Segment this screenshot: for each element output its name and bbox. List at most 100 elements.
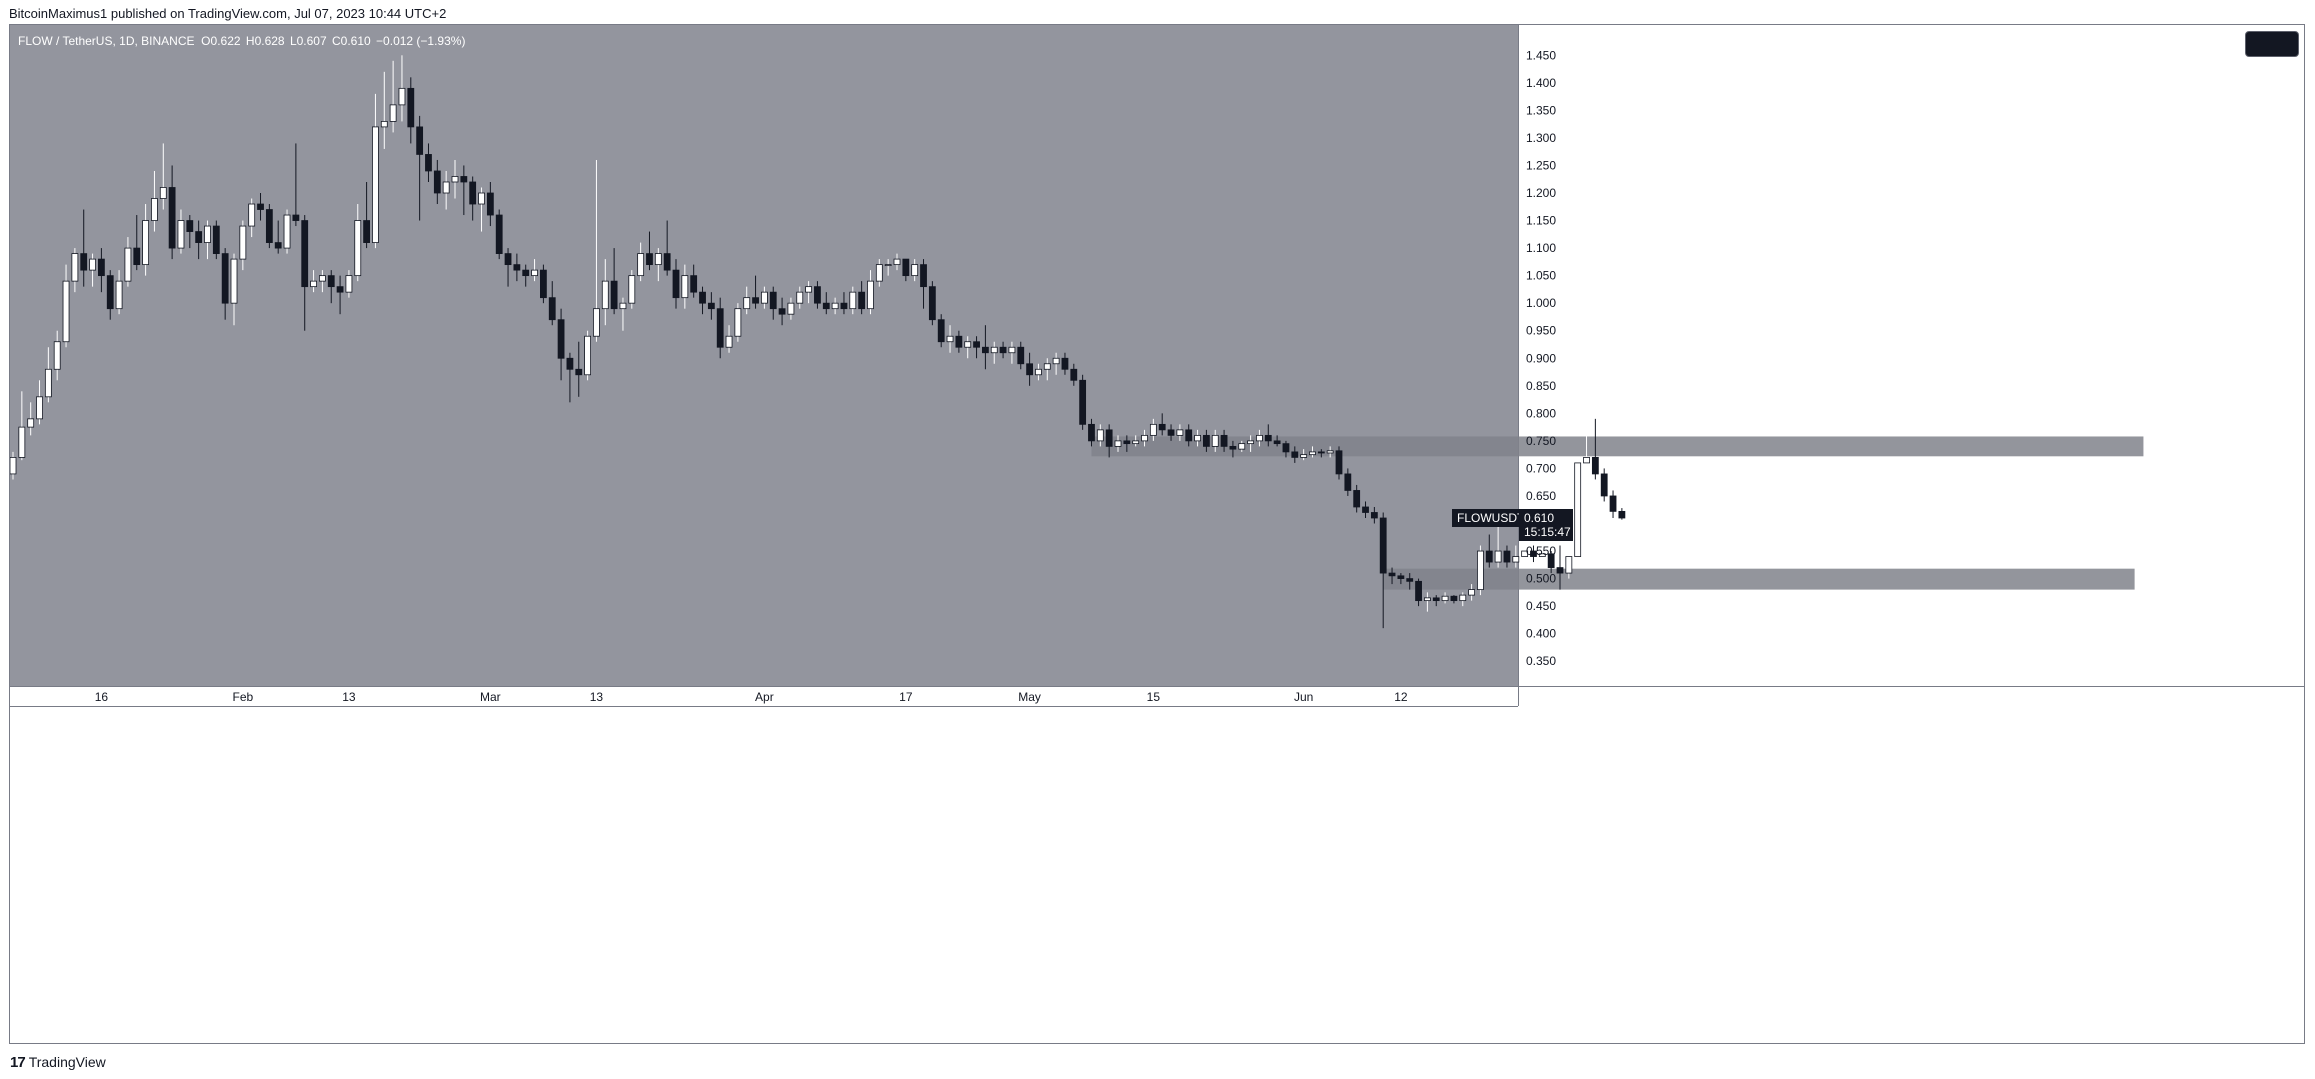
candle-body (460, 176, 468, 183)
candle-body (1026, 363, 1033, 376)
candle-body (1494, 550, 1502, 563)
candle-body (1185, 429, 1193, 442)
y-tick-label: 0.450 (1526, 599, 1556, 613)
candle-body (89, 258, 96, 271)
candle-body (345, 275, 353, 293)
candle-body (875, 264, 883, 282)
candle-body (1362, 506, 1369, 513)
candle-body (858, 291, 866, 310)
candle-body (1370, 512, 1378, 519)
x-tick-label: 13 (342, 690, 356, 704)
candle-body (380, 120, 388, 128)
plot-background (10, 25, 1518, 686)
candle-body (1415, 580, 1422, 602)
candle-body (999, 346, 1007, 354)
candle-body (124, 247, 132, 282)
candle-body (964, 341, 972, 348)
candle-body (893, 258, 901, 266)
candle-body (1132, 440, 1140, 445)
y-tick-label: 0.950 (1526, 324, 1556, 338)
candle-body (1061, 357, 1069, 370)
candle-body (796, 291, 804, 304)
candle-body (168, 187, 176, 249)
candle-body (1538, 553, 1546, 557)
candle-body (407, 87, 415, 128)
x-tick-label: May (1018, 690, 1041, 704)
candle-body (1344, 473, 1352, 491)
candle-body (1503, 550, 1511, 563)
candle-body (469, 181, 477, 205)
candle-body (274, 242, 282, 249)
candle-body (248, 203, 256, 227)
candle-body (902, 258, 910, 277)
high-key: H (245, 34, 255, 48)
candle-body (1008, 346, 1016, 354)
candle-body (106, 275, 114, 310)
tradingview-brand: TradingView (28, 1054, 106, 1070)
support-resistance-zone (1383, 568, 2135, 590)
candle-body (1441, 595, 1449, 602)
candle-body (1079, 379, 1087, 425)
candle-body (646, 253, 653, 266)
candle-body (584, 335, 591, 376)
candle-body (504, 253, 512, 266)
ohlc-legend: FLOW / TetherUS, 1D, BINANCE O0.622 H0.6… (18, 34, 467, 48)
y-tick-label: 1.000 (1526, 296, 1556, 310)
candle-body (1309, 451, 1316, 456)
candle-body (1317, 451, 1325, 454)
candle-body (557, 319, 565, 359)
candle-body (1096, 429, 1104, 442)
low-key: L (289, 34, 297, 48)
candle-body (98, 258, 105, 277)
candle-body (540, 269, 547, 299)
candle-body (937, 319, 945, 343)
x-tick-label: Apr (755, 690, 774, 704)
change-value: −0.012 (−1.93%) (376, 34, 466, 48)
candle-body (1600, 473, 1608, 497)
candle-body (1291, 451, 1299, 458)
candle-body (973, 341, 980, 348)
candle-body (1017, 346, 1025, 365)
candle-body (53, 341, 61, 370)
candlestick-chart[interactable]: 1.450 1.400 1.350 1.300 1.250 1.200 1.150 1.100… (10, 25, 2305, 1044)
candle-body (513, 264, 521, 271)
low-value: 0.607 (296, 34, 327, 48)
candle-body (1194, 434, 1201, 442)
y-tick-label: 1.300 (1526, 131, 1556, 145)
candle-body (195, 231, 203, 243)
tradingview-logo[interactable]: 17 TradingView (10, 1054, 106, 1071)
candle-body (115, 280, 123, 310)
symbol-label[interactable]: FLOW / TetherUS, 1D, BINANCE (18, 34, 195, 48)
candle-body (1105, 429, 1113, 447)
candle-body (257, 203, 264, 210)
candle-body (575, 368, 583, 376)
chart-frame[interactable]: 1.450 1.400 1.350 1.300 1.250 1.200 1.150 1.100… (9, 24, 2305, 1044)
candle-body (628, 275, 636, 304)
bar-countdown: 15:15:47 (1524, 524, 1571, 539)
y-tick-label: 0.500 (1526, 572, 1556, 586)
candle-body (601, 280, 609, 310)
candle-body (310, 280, 317, 288)
candle-body (486, 192, 494, 216)
candle-body (177, 220, 185, 249)
candle-body (1459, 594, 1467, 602)
chart-settings-button[interactable] (2245, 31, 2299, 57)
y-tick-label: 0.800 (1526, 406, 1556, 420)
candle-body (734, 308, 742, 337)
x-tick-label: 16 (95, 690, 109, 704)
candle-body (787, 302, 795, 315)
candle-body (1609, 495, 1617, 512)
candle-body (363, 220, 371, 243)
candle-body (531, 269, 538, 277)
publisher-bar: BitcoinMaximus1 published on TradingView… (0, 0, 2315, 24)
candle-body (151, 198, 158, 221)
candle-body (1521, 550, 1529, 557)
candle-body (1176, 429, 1184, 436)
candle-body (1353, 490, 1361, 508)
candle-body (336, 286, 344, 293)
candle-body (239, 225, 247, 260)
candle-body (672, 269, 680, 299)
candle-body (716, 308, 724, 348)
candle-body (822, 302, 830, 310)
candle-body (36, 396, 43, 420)
